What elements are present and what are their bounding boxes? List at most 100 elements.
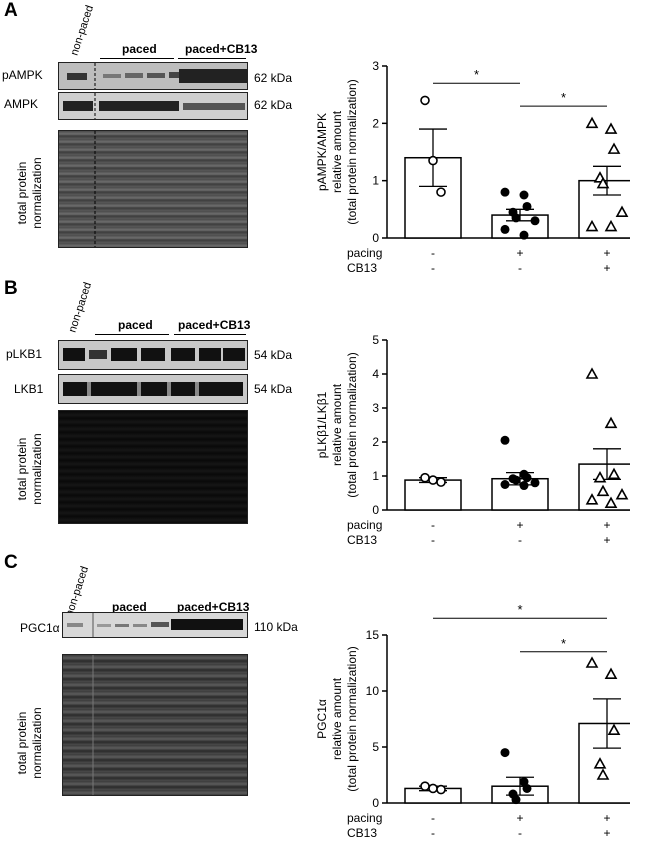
data-point	[428, 155, 438, 166]
data-point	[607, 467, 621, 480]
y-axis-label: relative amount	[330, 677, 344, 760]
data-point	[511, 795, 521, 805]
data-point	[428, 475, 438, 485]
total-protein-label: total protein normalization	[15, 157, 44, 229]
bar	[404, 479, 462, 511]
data-point	[585, 367, 599, 379]
cb13-value: -	[518, 826, 522, 840]
kda-pgc1a: 110 kDa	[254, 620, 298, 634]
kda-lkb1: 54 kDa	[254, 382, 293, 396]
pacing-value: -	[431, 811, 435, 825]
blot-lkb1	[58, 374, 248, 404]
pacing-value: +	[603, 246, 610, 260]
panel-b: B non-paced paced paced+CB13 pLKB1 54 kD…	[0, 278, 650, 554]
chart-plkb1: 0 1 2 3 4 5 pLKβ1/LKβ1 relative amount (total pr…	[315, 333, 630, 547]
panel-label: B	[4, 278, 18, 299]
y-axis-label: relative amount	[330, 110, 344, 193]
panel-label: C	[4, 552, 18, 573]
data-point	[585, 116, 599, 129]
cb13-value: +	[603, 826, 610, 840]
blot-bands	[63, 348, 245, 361]
panel-label: A	[4, 0, 18, 21]
data-point	[522, 473, 532, 483]
y-tick-label: 15	[366, 628, 380, 642]
data-point	[615, 205, 629, 217]
y-axis-label: (total protein normalization)	[345, 352, 359, 497]
significance-label: *	[474, 67, 479, 82]
kda-plkb1: 54 kDa	[254, 348, 293, 362]
lane-lines	[92, 655, 94, 795]
blot-bands	[63, 93, 245, 119]
data-point	[604, 416, 618, 429]
pacing-value: +	[603, 518, 610, 532]
data-point	[604, 667, 618, 679]
group-label-cb13: paced+CB13	[185, 42, 258, 56]
total-protein-label: total protein normalization	[15, 707, 44, 779]
kda-ampk: 62 kDa	[254, 98, 293, 112]
data-point	[593, 757, 607, 769]
y-axis-label: (total protein normalization)	[345, 79, 359, 224]
group-line-paced	[95, 334, 169, 335]
chart-pampk: 0 1 2 3 pAMPK/AMPK relative amount (total prot…	[315, 59, 630, 275]
bar	[578, 722, 630, 804]
group-label-paced: paced	[122, 42, 157, 56]
blot-ampk	[58, 92, 248, 120]
data-point	[436, 477, 446, 487]
blot-pgc1a	[62, 612, 248, 638]
pacing-value: +	[516, 246, 523, 260]
pacing-value: +	[516, 518, 523, 532]
data-point	[585, 656, 599, 668]
y-tick-label: 2	[372, 435, 379, 449]
group-label-cb13: paced+CB13	[178, 318, 251, 332]
blot-label-ampk: AMPK	[4, 97, 39, 111]
panel-a: A non-paced paced paced+CB13 pAMPK 62 kD…	[0, 0, 650, 280]
significance-label: *	[561, 90, 566, 105]
y-tick-label: 5	[372, 333, 379, 347]
data-point	[604, 496, 618, 508]
data-point	[519, 777, 529, 787]
data-point	[436, 784, 446, 795]
y-axis-label: relative amount	[330, 383, 344, 466]
data-point	[519, 230, 529, 240]
pacing-value: +	[516, 811, 523, 825]
data-point	[500, 435, 510, 445]
cb13-value: -	[518, 261, 522, 275]
cb13-value: +	[603, 533, 610, 547]
group-label-paced: paced	[112, 600, 147, 614]
data-point	[500, 187, 510, 197]
non-paced-label: non-paced	[66, 280, 95, 334]
data-point	[585, 219, 599, 232]
y-tick-label: 4	[372, 367, 379, 381]
y-axis-label: pAMPK/AMPK	[315, 113, 329, 191]
y-tick-label: 5	[372, 740, 379, 754]
blot-bands	[67, 613, 243, 637]
pacing-value: -	[431, 518, 435, 532]
data-point	[607, 142, 621, 154]
cb13-value: -	[431, 261, 435, 275]
group-line-cb13	[174, 334, 246, 335]
y-tick-label: 2	[372, 116, 379, 130]
y-tick-label: 1	[372, 174, 379, 188]
data-point	[522, 201, 532, 211]
significance-label: *	[517, 602, 522, 617]
blot-label-pampk: pAMPK	[2, 68, 43, 82]
condition-label: pacing	[347, 518, 382, 532]
y-tick-label: 10	[366, 684, 380, 698]
data-point	[500, 480, 510, 489]
y-tick-label: 1	[372, 469, 379, 483]
blot-plkb1	[58, 340, 248, 370]
y-tick-label: 0	[372, 503, 379, 517]
y-tick-label: 3	[372, 59, 379, 73]
data-point	[604, 219, 618, 232]
total-protein-label: total protein normalization	[15, 433, 44, 505]
total-protein-blot	[58, 130, 248, 248]
y-axis-label: pLKβ1/LKβ1	[315, 391, 329, 458]
blot-label-pgc1a: PGC1α	[20, 621, 60, 635]
lane-lines	[94, 131, 96, 247]
y-axis-label: PGC1α	[315, 699, 329, 739]
data-point	[615, 488, 629, 500]
non-paced-label: non-paced	[63, 564, 92, 618]
data-point	[596, 768, 610, 780]
data-point	[500, 748, 510, 758]
cb13-value: -	[431, 533, 435, 547]
